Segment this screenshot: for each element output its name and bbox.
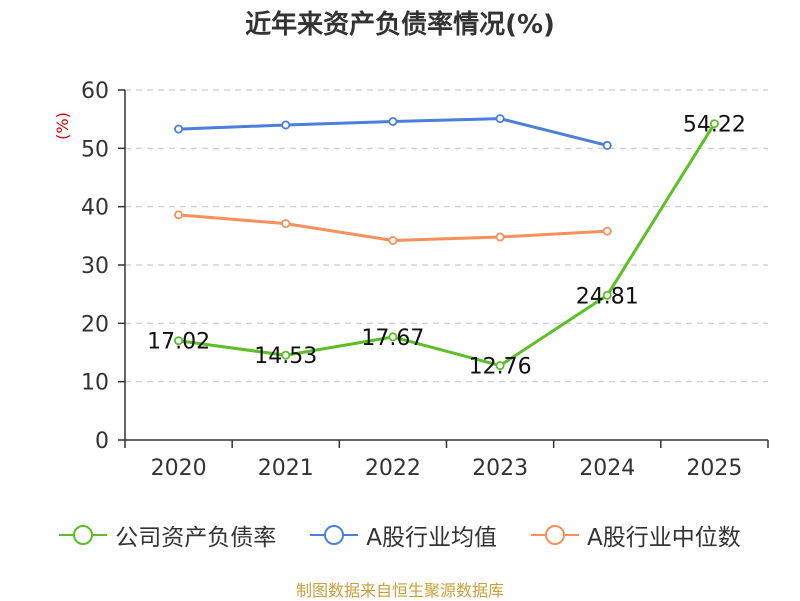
- data-point: [281, 219, 291, 229]
- data-point: [388, 117, 398, 127]
- legend-label: 公司资产负债率: [115, 525, 277, 551]
- data-point: [602, 226, 612, 236]
- data-label: 12.76: [469, 355, 532, 380]
- y-tick-label: 40: [81, 196, 109, 221]
- x-tick-label: 2024: [579, 456, 635, 481]
- y-axis-label: (%): [53, 112, 72, 140]
- series-line: [178, 122, 716, 368]
- y-tick-label: 0: [95, 429, 109, 454]
- data-point: [495, 114, 505, 124]
- data-point: [174, 210, 184, 220]
- grid-lines: [125, 89, 768, 383]
- data-label: 54.22: [683, 113, 746, 138]
- axes: [118, 89, 769, 448]
- legend-label: A股行业中位数: [587, 525, 741, 551]
- y-tick-label: 50: [81, 137, 109, 162]
- legend-marker-icon: [531, 523, 579, 547]
- data-point: [174, 124, 184, 134]
- y-tick-label: 30: [81, 254, 109, 279]
- data-point: [388, 332, 398, 342]
- data-point: [281, 120, 291, 130]
- legend-marker-icon: [59, 523, 108, 547]
- y-tick-label: 10: [81, 371, 109, 396]
- x-tick-label: 2022: [365, 456, 421, 481]
- legend-item-industry-mean[interactable]: A股行业均值: [310, 518, 497, 552]
- x-tick-labels: 2020 2021 2022 2023 2024 2025: [151, 456, 743, 481]
- data-labels: 17.02 14.53 17.67 12.76 24.81 54.22: [147, 113, 746, 380]
- legend-item-industry-median[interactable]: A股行业中位数: [531, 518, 741, 552]
- y-tick-label: 20: [81, 312, 109, 337]
- data-label: 14.53: [254, 344, 317, 369]
- source-note: 制图数据来自恒生聚源数据库: [295, 581, 504, 600]
- data-label: 17.67: [361, 326, 424, 351]
- legend-circle-icon: [545, 525, 565, 545]
- x-tick-label: 2023: [472, 456, 528, 481]
- chart-title: 近年来资产负债率情况(%): [245, 10, 555, 40]
- data-point: [709, 119, 719, 129]
- data-label: 24.81: [576, 284, 639, 309]
- series-group: [174, 114, 719, 371]
- data-label: 17.02: [147, 330, 210, 355]
- data-point: [174, 336, 184, 346]
- data-point: [602, 290, 612, 300]
- legend-label: A股行业均值: [366, 525, 497, 551]
- data-point: [495, 361, 505, 371]
- legend-item-company[interactable]: 公司资产负债率: [59, 518, 276, 552]
- legend-marker-icon: [310, 523, 359, 547]
- x-tick-label: 2021: [258, 456, 314, 481]
- x-tick-label: 2025: [686, 456, 742, 481]
- data-point: [388, 235, 398, 245]
- data-point: [602, 140, 612, 150]
- legend-circle-icon: [324, 525, 345, 545]
- data-point: [281, 350, 291, 360]
- y-tick-label: 60: [81, 79, 109, 104]
- x-tick-label: 2020: [151, 456, 207, 481]
- y-tick-labels: 0 10 20 30 40 50 60: [81, 79, 109, 454]
- legend: 公司资产负债率 A股行业均值 A股行业中位数: [0, 518, 800, 552]
- data-point: [495, 232, 505, 242]
- legend-circle-icon: [73, 525, 94, 545]
